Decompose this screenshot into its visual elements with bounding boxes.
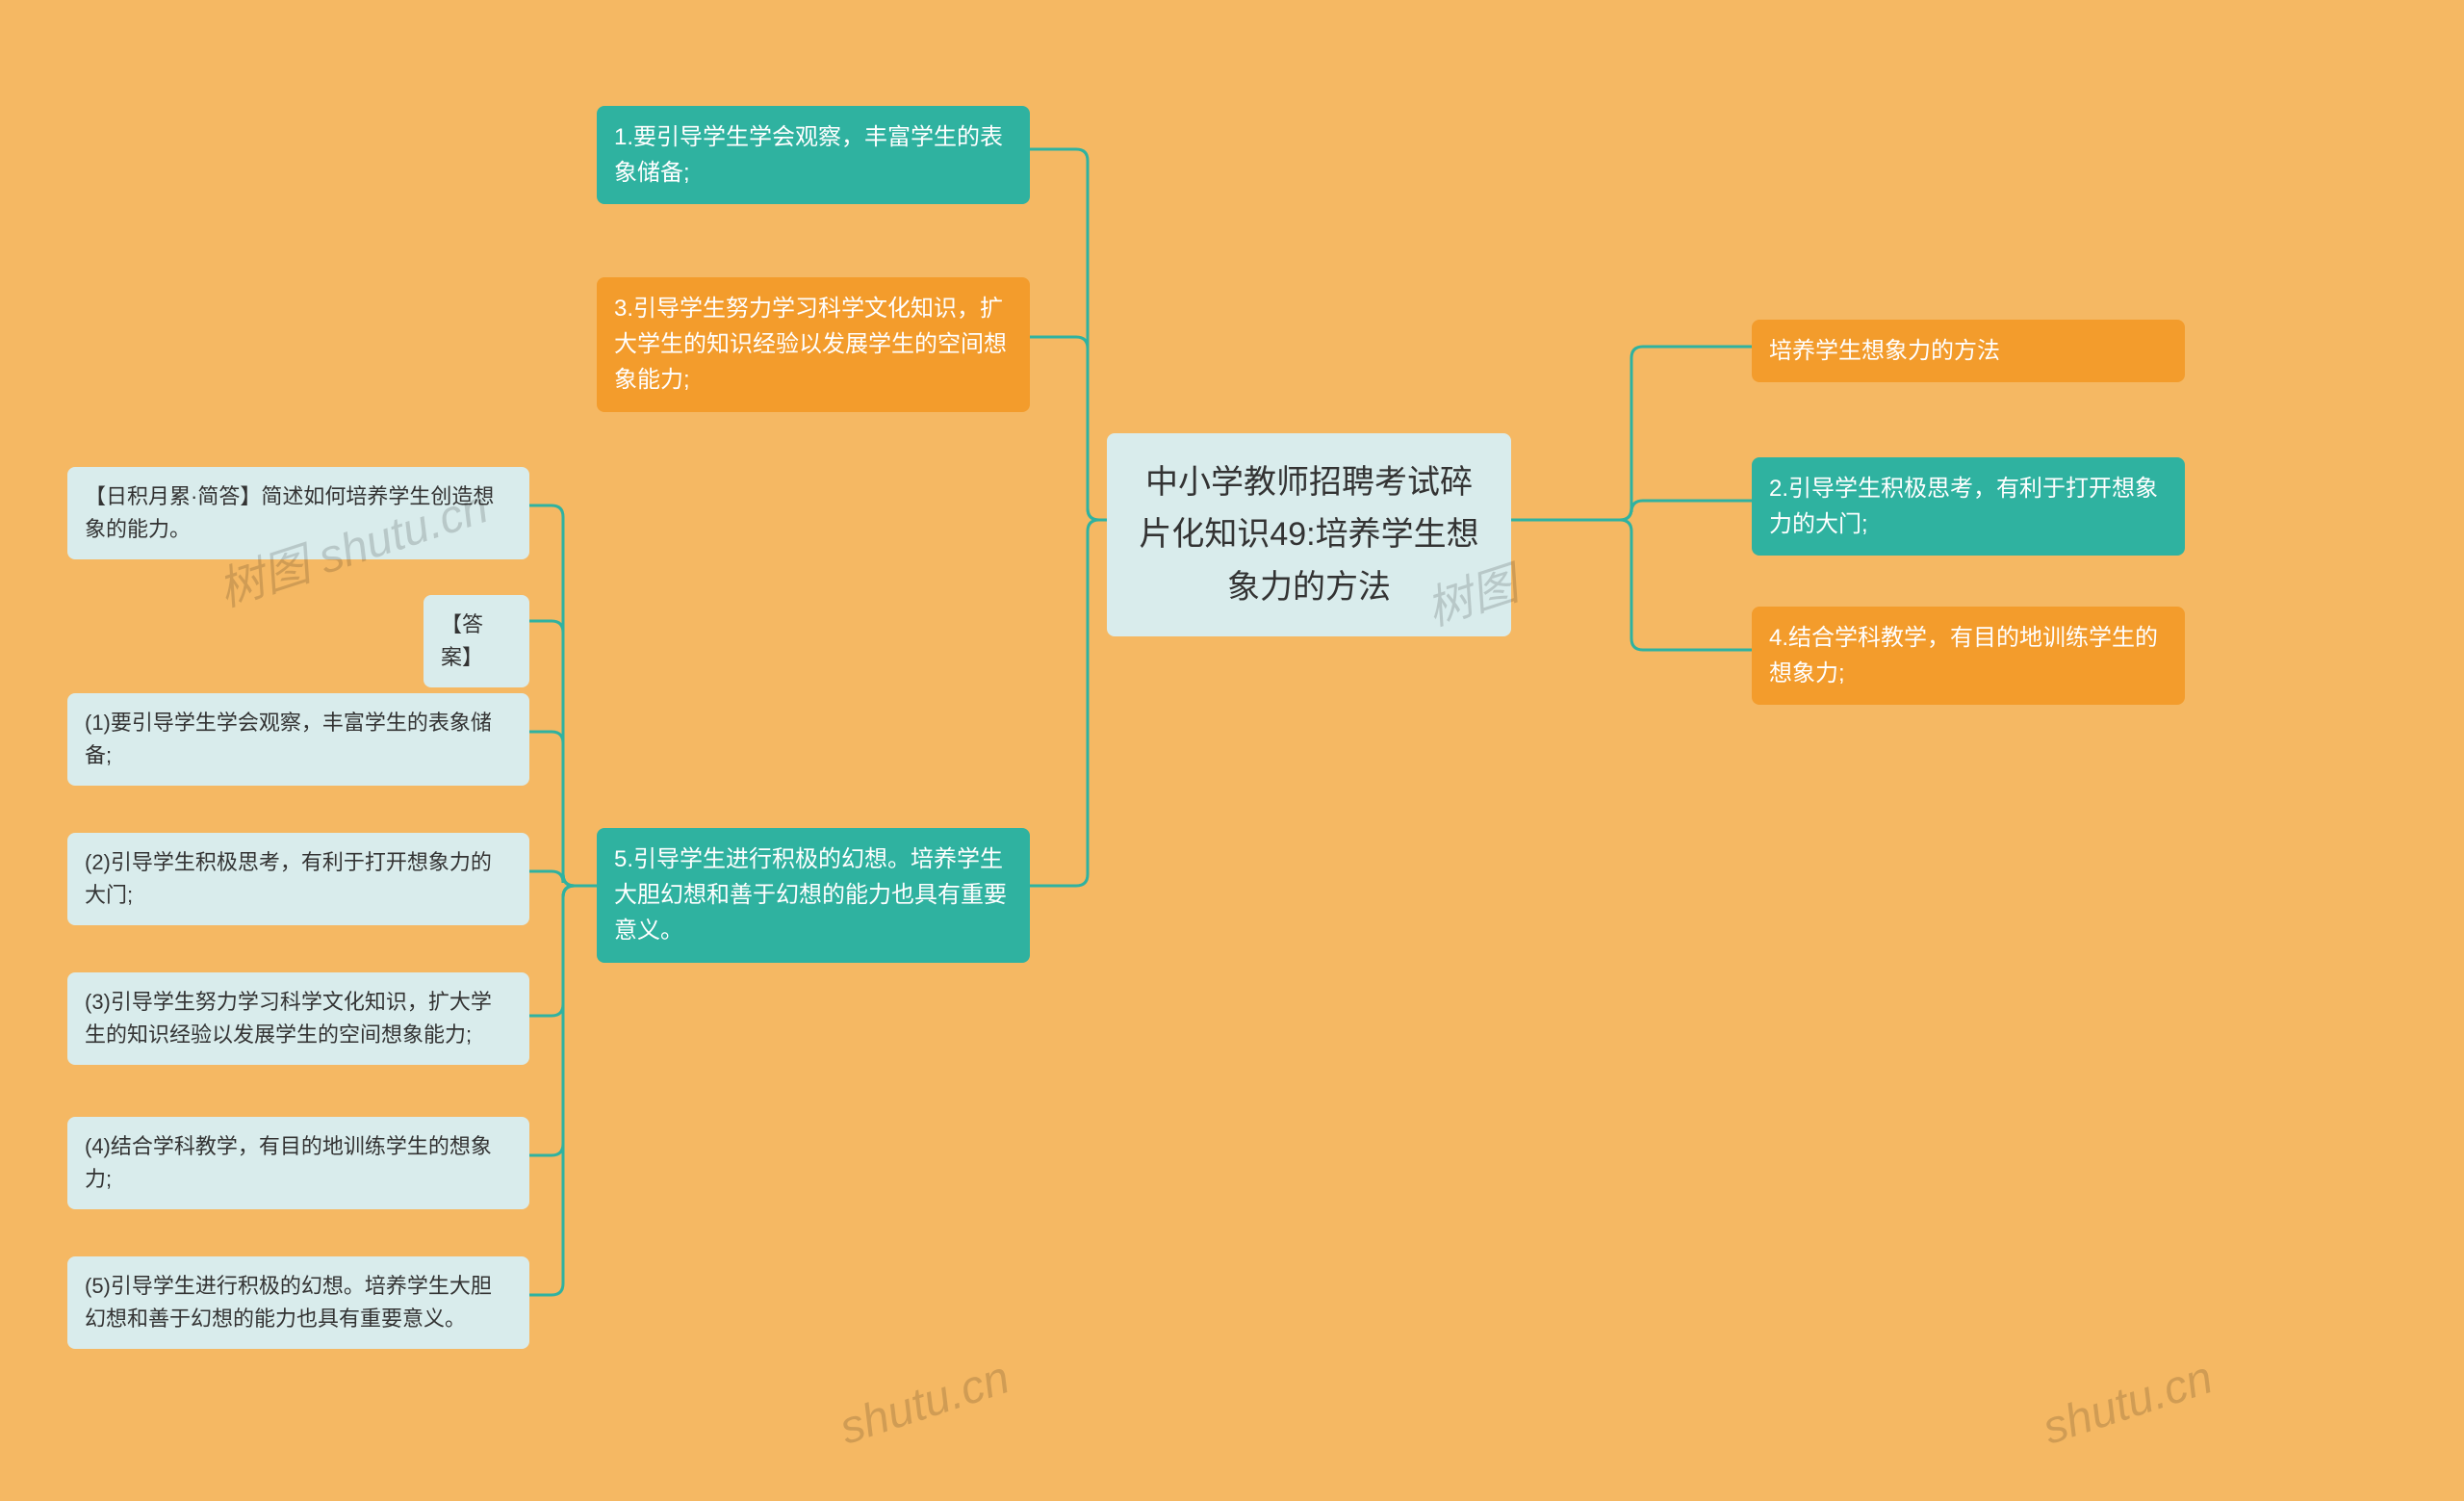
mindmap-node: 【日积月累·简答】简述如何培养学生创造想象的能力。 — [67, 467, 529, 559]
mindmap-node: 1.要引导学生学会观察，丰富学生的表象储备; — [597, 106, 1030, 204]
mindmap-node: (3)引导学生努力学习科学文化知识，扩大学生的知识经验以发展学生的空间想象能力; — [67, 972, 529, 1065]
mindmap-node: 培养学生想象力的方法 — [1752, 320, 2185, 382]
mindmap-node: 3.引导学生努力学习科学文化知识，扩大学生的知识经验以发展学生的空间想象能力; — [597, 277, 1030, 412]
watermark-text: shutu.cn — [2037, 1351, 2220, 1455]
mindmap-node: (2)引导学生积极思考，有利于打开想象力的大门; — [67, 833, 529, 925]
watermark-text: shutu.cn — [834, 1351, 1016, 1455]
mindmap-node: 4.结合学科教学，有目的地训练学生的想象力; — [1752, 607, 2185, 705]
mindmap-node: 2.引导学生积极思考，有利于打开想象力的大门; — [1752, 457, 2185, 556]
mindmap-node: (1)要引导学生学会观察，丰富学生的表象储备; — [67, 693, 529, 786]
mindmap-node: (5)引导学生进行积极的幻想。培养学生大胆幻想和善于幻想的能力也具有重要意义。 — [67, 1256, 529, 1349]
mindmap-node: 【答案】 — [424, 595, 529, 687]
mindmap-node: (4)结合学科教学，有目的地训练学生的想象力; — [67, 1117, 529, 1209]
mindmap-node: 5.引导学生进行积极的幻想。培养学生大胆幻想和善于幻想的能力也具有重要意义。 — [597, 828, 1030, 963]
root-node: 中小学教师招聘考试碎片化知识49:培养学生想象力的方法 — [1107, 433, 1511, 636]
